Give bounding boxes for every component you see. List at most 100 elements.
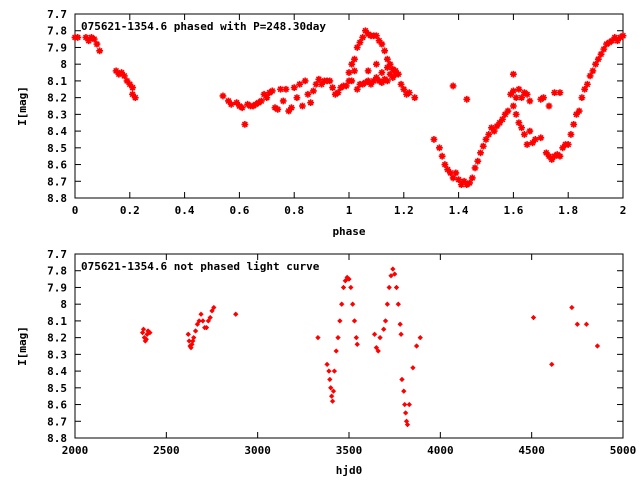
y-tick-label: 8.7	[47, 175, 67, 188]
x-axis-label: phase	[332, 225, 365, 238]
data-point	[551, 89, 558, 97]
y-tick-label: 8.2	[47, 332, 67, 345]
data-point	[411, 94, 419, 102]
data-point	[279, 97, 287, 105]
data-point	[282, 85, 290, 93]
data-point	[354, 341, 360, 348]
data-point	[351, 318, 358, 324]
data-points	[71, 27, 627, 189]
data-point	[545, 102, 553, 110]
y-tick-label: 8.4	[47, 125, 67, 138]
data-point	[274, 105, 282, 113]
data-point	[304, 90, 312, 98]
data-point	[556, 89, 564, 97]
data-point	[139, 329, 146, 336]
data-point	[569, 304, 575, 311]
data-point	[74, 34, 82, 41]
data-point	[333, 348, 339, 354]
data-point	[441, 161, 449, 168]
data-point	[388, 272, 394, 279]
data-point	[520, 131, 528, 138]
y-tick-label: 7.8	[47, 25, 67, 38]
data-point	[382, 318, 389, 324]
y-axis-label: I[mag]	[16, 86, 29, 126]
data-point	[338, 301, 345, 307]
data-point	[383, 55, 391, 63]
data-point	[378, 69, 386, 76]
data-point	[586, 72, 594, 80]
y-tick-label: 8.5	[47, 142, 67, 155]
data-point	[373, 344, 380, 351]
data-point	[377, 334, 383, 341]
data-point	[330, 388, 337, 394]
y-tick-label: 8.8	[47, 432, 67, 445]
data-point	[190, 334, 197, 341]
data-point	[526, 127, 534, 135]
data-point	[371, 331, 378, 338]
data-point	[589, 67, 597, 75]
data-point	[219, 92, 227, 100]
y-tick-label: 8.7	[47, 415, 67, 428]
y-tick-label: 8.1	[47, 75, 67, 88]
data-point	[530, 314, 537, 321]
data-point	[327, 376, 333, 383]
data-point	[299, 102, 306, 110]
y-tick-label: 7.9	[47, 281, 67, 294]
data-point	[353, 85, 361, 93]
data-point	[398, 331, 404, 338]
data-point	[268, 87, 276, 95]
data-point	[523, 141, 531, 148]
data-point	[328, 393, 335, 399]
data-point	[209, 308, 215, 314]
x-tick-label: 2	[620, 204, 627, 217]
data-point	[436, 144, 443, 152]
data-point	[474, 157, 482, 165]
data-point	[211, 304, 217, 311]
data-point	[348, 77, 356, 85]
data-point	[342, 278, 349, 284]
data-point	[232, 311, 239, 317]
data-point	[340, 284, 347, 291]
x-tick-label: 1.2	[394, 204, 414, 217]
data-point	[120, 72, 128, 80]
data-point	[410, 364, 416, 371]
x-tick-label: 0.4	[175, 204, 195, 217]
data-point	[378, 40, 386, 48]
data-point	[309, 87, 317, 95]
data-point	[353, 44, 361, 51]
data-point	[549, 361, 555, 368]
data-point	[452, 169, 460, 177]
data-point	[466, 179, 473, 187]
y-tick-label: 8.4	[47, 365, 67, 378]
x-tick-label: 2500	[153, 444, 180, 457]
data-point	[301, 77, 309, 85]
data-point	[384, 301, 391, 307]
data-point	[189, 341, 195, 348]
x-tick-label: 3500	[336, 444, 363, 457]
data-point	[446, 169, 454, 177]
data-point	[390, 266, 396, 272]
data-point	[257, 97, 265, 105]
data-point	[479, 142, 487, 150]
data-point	[353, 334, 360, 341]
y-tick-label: 8.2	[47, 92, 67, 105]
data-point	[238, 104, 246, 112]
unphased-light-curve-panel: 075621-1354.6 not phased light curve hjd…	[16, 248, 636, 477]
data-point	[575, 107, 583, 115]
data-point	[574, 321, 581, 328]
data-point	[334, 89, 342, 97]
y-tick-label: 8.1	[47, 315, 67, 328]
data-point	[329, 84, 336, 91]
x-tick-label: 0.8	[284, 204, 304, 217]
data-point	[397, 80, 405, 88]
data-point	[351, 55, 358, 63]
data-point	[405, 89, 413, 97]
data-point	[392, 70, 399, 78]
phased-light-curve-panel: 075621-1354.6 phased with P=248.30day ph…	[16, 8, 627, 238]
data-point	[531, 136, 539, 143]
data-point	[399, 376, 405, 383]
data-point	[512, 94, 520, 102]
x-tick-label: 0	[72, 204, 79, 217]
data-point	[463, 95, 471, 103]
data-point	[205, 318, 212, 324]
